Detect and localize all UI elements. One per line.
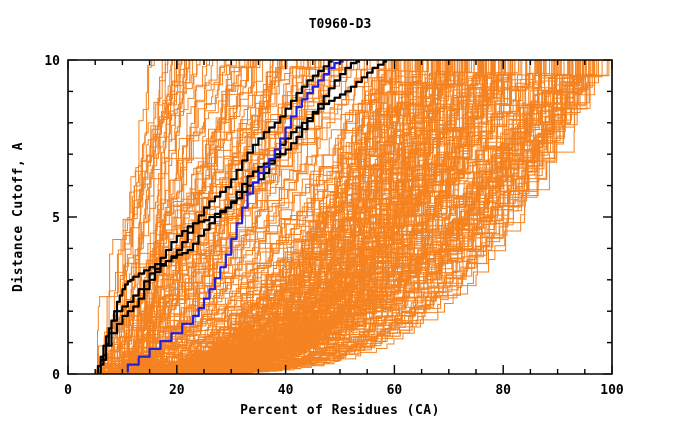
background-curve: [118, 59, 381, 374]
background-curve: [126, 60, 193, 374]
background-curve: [113, 59, 193, 374]
x-axis-ticks: [67, 60, 613, 374]
background-curve: [143, 59, 184, 374]
background-curve: [118, 60, 169, 374]
x-axis-title: Percent of Residues (CA): [240, 403, 440, 418]
background-curve: [137, 60, 214, 374]
x-tick-label: 20: [169, 383, 185, 398]
highlight-model-3: [99, 60, 333, 374]
highlight-model-2: [96, 60, 361, 374]
background-curve: [100, 59, 365, 374]
background-curve: [102, 59, 347, 374]
background-curve: [122, 60, 279, 374]
background-curve: [123, 59, 583, 375]
x-tick-label: 100: [600, 383, 624, 398]
background-curve: [111, 59, 402, 374]
background-curve: [138, 59, 399, 375]
y-axis-ticks: [68, 59, 612, 375]
background-curve: [104, 59, 192, 374]
background-curve: [109, 59, 255, 374]
background-curve: [104, 59, 389, 375]
background-curve: [102, 60, 309, 374]
highlight-model-1: [99, 60, 388, 374]
background-curve: [141, 60, 166, 374]
axes-group: 0 20 40 60 80 100 0 5 10: [44, 54, 624, 398]
x-tick-label: 60: [387, 383, 403, 398]
highlight-series-group: [96, 60, 388, 374]
background-curve: [116, 60, 343, 374]
background-curve: [125, 60, 311, 374]
y-tick-label: 10: [44, 54, 60, 69]
chart-title: T0960-D3: [309, 17, 372, 32]
y-axis-title: Distance Cutoff, A: [11, 142, 26, 292]
x-tick-label: 40: [278, 383, 294, 398]
background-curve: [107, 59, 397, 374]
background-curve: [135, 60, 280, 374]
background-curve: [114, 59, 471, 375]
background-curve: [109, 60, 286, 374]
background-curve: [100, 60, 237, 374]
background-curve: [111, 59, 442, 375]
background-curve: [123, 59, 267, 374]
y-axis-tick-labels: 0 5 10: [44, 54, 60, 383]
x-axis-tick-labels: 0 20 40 60 80 100: [64, 383, 624, 398]
y-tick-label: 0: [52, 368, 60, 383]
background-curve: [106, 59, 505, 375]
x-tick-label: 80: [495, 383, 511, 398]
background-curve: [104, 60, 180, 374]
x-tick-label: 0: [64, 383, 72, 398]
y-tick-label: 5: [52, 211, 60, 226]
background-curve: [125, 59, 373, 374]
background-curve: [139, 59, 362, 374]
background-curve: [123, 60, 233, 374]
target-model-blue: [126, 60, 344, 373]
background-curve: [132, 60, 335, 374]
